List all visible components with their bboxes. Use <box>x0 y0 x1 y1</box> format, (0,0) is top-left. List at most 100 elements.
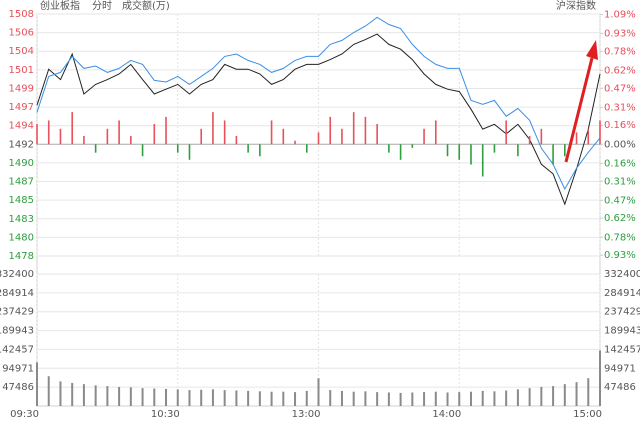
flow-bar <box>399 144 402 160</box>
volume-bar <box>587 378 590 406</box>
volume-bar <box>516 389 519 406</box>
volume-bar <box>552 386 555 406</box>
volume-bar <box>165 388 168 406</box>
volume-bar <box>399 392 402 406</box>
volume-bar <box>106 386 109 406</box>
y-tick-label: 237429 <box>0 307 34 318</box>
y2-tick-label: 0.16% <box>604 158 636 169</box>
volume-bar <box>235 390 238 406</box>
flow-bar <box>587 128 590 145</box>
y-tick-label: 1483 <box>9 214 34 225</box>
y2-tick-label: 189943 <box>604 326 640 337</box>
y2-tick-label: 284914 <box>604 288 640 299</box>
y-tick-label: 142457 <box>0 344 34 355</box>
annotation-arrow <box>564 57 594 163</box>
volume-bar <box>540 386 543 406</box>
flow-bar <box>165 116 167 145</box>
y2-tick-label: 0.00% <box>604 139 636 150</box>
chart-title: 创业板指 <box>40 0 80 12</box>
volume-bar <box>282 391 285 406</box>
flow-bar <box>153 124 156 145</box>
flow-bar <box>564 144 566 157</box>
flow-bar <box>47 120 50 145</box>
y-tick-label: 189943 <box>0 326 34 337</box>
flow-bar <box>364 116 367 145</box>
flow-bar <box>141 144 144 157</box>
x-tick-label: 13:00 <box>292 409 321 420</box>
volume-bar <box>294 392 297 406</box>
y2-tick-label: 0.31% <box>604 176 636 187</box>
x-tick-label: 14:00 <box>432 409 461 420</box>
volume-bar <box>305 390 308 406</box>
flow-bar <box>83 135 85 145</box>
volume-bar <box>599 350 601 406</box>
flow-bar <box>294 140 296 145</box>
y2-tick-label: 0.47% <box>604 195 636 206</box>
flow-bar <box>176 144 179 153</box>
flow-bar <box>505 120 507 145</box>
flow-bar <box>212 112 214 145</box>
flow-bar <box>270 120 273 145</box>
volume-bar <box>129 387 132 406</box>
flow-bar <box>411 144 414 148</box>
plot-layer: 09:30 10:30 13:00 14:00 15:00 1508 1506 1504 150… <box>0 9 640 420</box>
y-tick-label: 1487 <box>9 177 34 188</box>
volume-bar <box>575 382 578 406</box>
y-tick-label: 1478 <box>9 251 34 262</box>
flow-bar <box>423 128 425 145</box>
volume-bar <box>469 391 472 406</box>
flow-bar <box>59 128 62 145</box>
y2-tick-label: 142457 <box>604 344 640 355</box>
flow-bar <box>552 144 554 165</box>
volume-bar <box>352 391 355 406</box>
volume-bar <box>481 390 484 406</box>
volume-bar <box>493 391 496 406</box>
volume-bar <box>340 390 343 406</box>
volume-bar <box>446 392 449 406</box>
volume-bar <box>376 392 379 406</box>
y2-tick-label: 0.78% <box>604 46 636 57</box>
flow-bar <box>106 128 109 145</box>
y2-tick-label: 332400 <box>604 269 640 280</box>
y2-tick-label: 0.62% <box>604 213 636 224</box>
x-tick-label: 15:00 <box>573 409 602 420</box>
flow-bar <box>329 116 332 145</box>
flow-bar <box>575 132 578 145</box>
volume-bar <box>247 390 250 406</box>
flow-bar <box>71 112 73 145</box>
y2-tick-label: 0.31% <box>604 102 636 113</box>
flow-bar <box>517 144 519 157</box>
volume-title: 成交额(万) <box>122 0 170 12</box>
volume-bar <box>364 391 367 406</box>
volume-bar <box>176 389 179 406</box>
flow-bar <box>200 128 203 145</box>
flow-bar <box>528 135 531 145</box>
flow-bar <box>540 128 543 145</box>
flow-bar <box>388 144 390 153</box>
volume-bar <box>270 391 273 406</box>
y2-tick-label: 0.47% <box>604 83 636 94</box>
y-tick-label: 1501 <box>9 65 34 76</box>
flow-bar <box>470 144 472 165</box>
flow-bar <box>188 144 191 160</box>
y-tick-label: 1497 <box>9 102 34 113</box>
volume-bar <box>223 390 226 406</box>
y-tick-label: 1508 <box>9 9 34 20</box>
volume-bar <box>329 390 332 406</box>
price-line <box>36 16 601 191</box>
volume-bar <box>94 385 97 406</box>
flow-bar <box>458 144 461 160</box>
y-tick-label: 1499 <box>9 83 34 94</box>
flow-bar <box>376 124 378 145</box>
y-tick-label: 1504 <box>9 46 34 57</box>
y2-tick-label: 94971 <box>604 363 636 374</box>
flow-bar <box>259 144 261 157</box>
volume-bar <box>82 384 85 406</box>
flow-bar <box>94 144 97 153</box>
volume-bar <box>434 391 437 406</box>
flow-bar <box>36 124 38 145</box>
y-tick-label: 1494 <box>9 121 34 132</box>
chart-subtitle: 分时 <box>92 0 112 12</box>
